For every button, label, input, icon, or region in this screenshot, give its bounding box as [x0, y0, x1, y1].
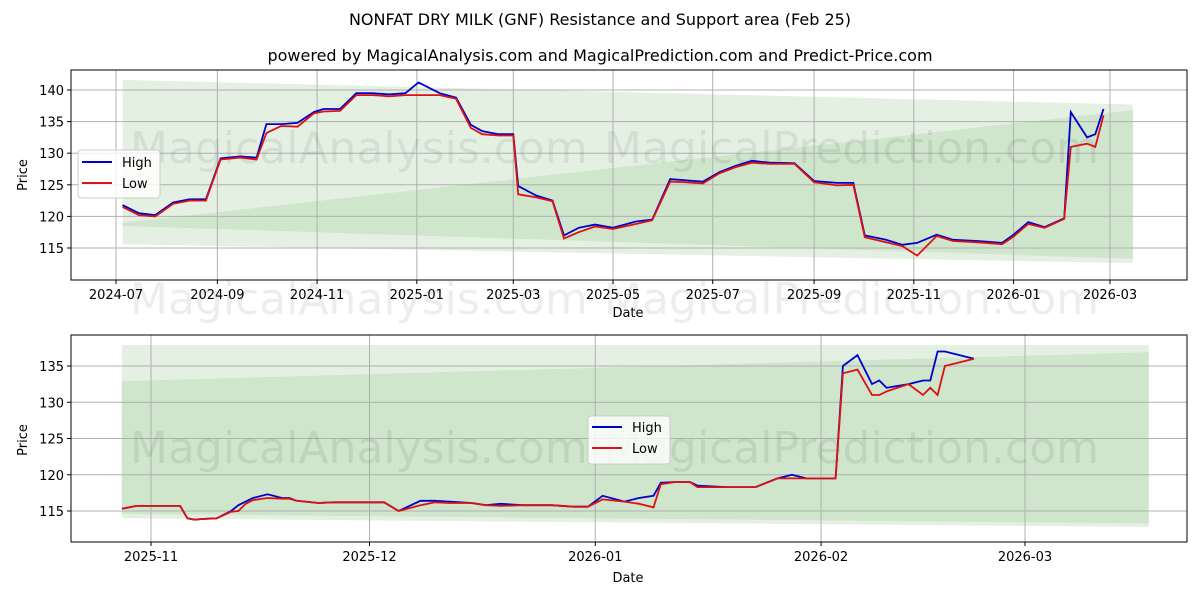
legend: High Low [77, 149, 161, 199]
y-tick-label: 120 [39, 210, 64, 225]
y-axis: 115 120 125 130 135 [39, 360, 71, 520]
x-axis-label: Date [612, 571, 643, 586]
watermark: MagicalAnalysis.com [130, 423, 588, 474]
x-tick-label: 2025-09 [787, 288, 841, 303]
y-tick-label: 115 [39, 505, 64, 520]
x-tick-label: 2026-01 [986, 288, 1040, 303]
x-tick-label: 2024-09 [190, 288, 244, 303]
x-tick-label: 2026-03 [1083, 288, 1137, 303]
chart-subtitle: powered by MagicalAnalysis.com and Magic… [267, 46, 933, 65]
legend-high-label: High [122, 156, 152, 171]
y-tick-label: 135 [39, 360, 64, 375]
legend: High Low [587, 415, 671, 465]
x-tick-label: 2026-01 [568, 550, 622, 565]
y-tick-label: 130 [39, 147, 64, 162]
low-line [122, 94, 1105, 257]
chart-title: NONFAT DRY MILK (GNF) Resistance and Sup… [348, 10, 852, 29]
x-tick-label: 2025-11 [887, 288, 941, 303]
legend-high-label: High [632, 421, 662, 436]
x-tick-label: 2025-03 [486, 288, 540, 303]
x-axis-label: Date [612, 306, 643, 321]
watermark: MagicalPrediction.com [604, 123, 1099, 174]
y-tick-label: 135 [39, 116, 64, 131]
x-tick-label: 2025-11 [124, 550, 178, 565]
bottom-chart: MagicalAnalysis.com MagicalPrediction.co… [16, 334, 1188, 586]
x-tick-label: 2025-12 [342, 550, 396, 565]
y-tick-label: 125 [39, 433, 64, 448]
x-axis: 2025-11 2025-12 2026-01 2026-02 2026-03 [124, 542, 1052, 565]
grid-lines [71, 335, 1187, 542]
y-axis-label: Price [16, 159, 31, 191]
y-axis-label: Price [16, 424, 31, 456]
x-tick-label: 2025-05 [586, 288, 640, 303]
x-tick-label: 2024-11 [290, 288, 344, 303]
y-axis: 115 120 125 130 135 140 [39, 84, 71, 257]
top-chart: MagicalAnalysis.com MagicalPrediction.co… [16, 69, 1188, 325]
x-tick-label: 2026-02 [794, 550, 848, 565]
x-tick-label: 2026-03 [998, 550, 1052, 565]
x-tick-label: 2025-07 [686, 288, 740, 303]
legend-low-label: Low [122, 177, 148, 192]
watermark: MagicalAnalysis.com [130, 123, 588, 174]
y-tick-label: 125 [39, 179, 64, 194]
y-tick-label: 115 [39, 242, 64, 257]
x-tick-label: 2024-07 [89, 288, 143, 303]
high-line [122, 81, 1105, 246]
x-axis: 2024-07 2024-09 2024-11 2025-01 2025-03 2025-… [89, 280, 1137, 303]
grid-lines [71, 70, 1187, 280]
watermark: MagicalAnalysis.com [130, 274, 588, 325]
axes-frame [70, 69, 1188, 281]
y-tick-label: 120 [39, 469, 64, 484]
watermark: MagicalPrediction.com [604, 423, 1099, 474]
legend-low-label: Low [632, 442, 658, 457]
x-tick-label: 2025-01 [390, 288, 444, 303]
low-line [121, 357, 975, 521]
y-tick-label: 130 [39, 396, 64, 411]
watermark: MagicalPrediction.com [604, 274, 1099, 325]
y-tick-label: 140 [39, 84, 64, 99]
